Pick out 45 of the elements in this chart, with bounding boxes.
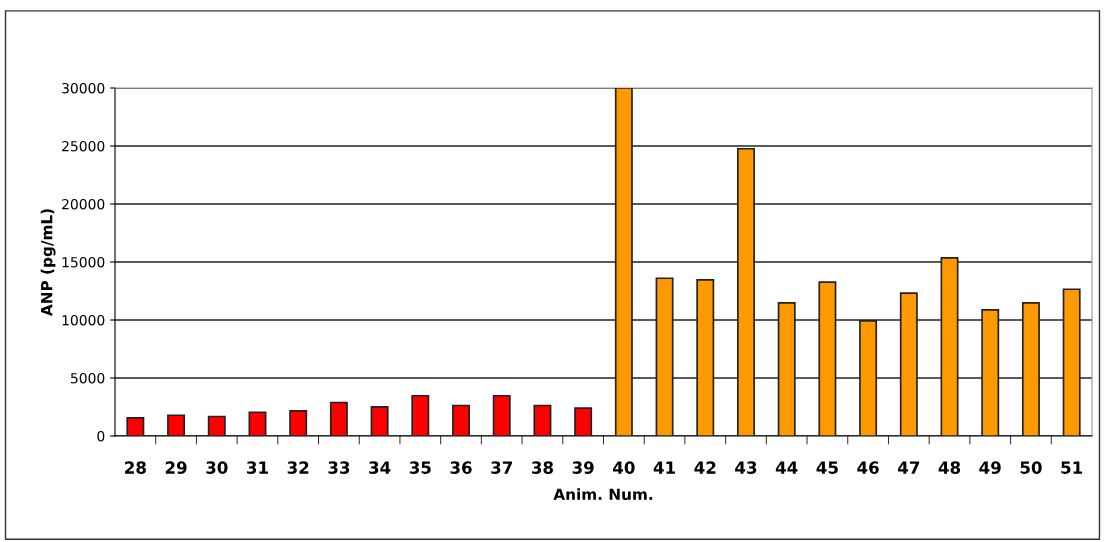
y-tick-label: 25000 <box>62 140 105 152</box>
x-tick-label: 46 <box>857 461 879 474</box>
bar <box>167 414 186 436</box>
x-tick-label: 29 <box>165 461 187 474</box>
x-tick-label: 40 <box>613 461 635 474</box>
x-tick-label: 38 <box>531 461 553 474</box>
x-tick-label: 33 <box>328 461 350 474</box>
y-axis-title: ANP (pg/mL) <box>40 209 56 317</box>
x-tick-label: 49 <box>979 461 1001 474</box>
y-tick-label: 30000 <box>62 82 105 94</box>
x-axis-title: Anim. Num. <box>553 488 653 501</box>
bar <box>289 409 308 436</box>
bar <box>411 394 430 436</box>
x-tick-label: 32 <box>287 461 309 474</box>
bar <box>329 401 348 436</box>
x-tick-label: 36 <box>450 461 472 474</box>
x-tick-label: 35 <box>409 461 431 474</box>
x-tick-label: 28 <box>125 461 146 474</box>
x-tick-label: 50 <box>1020 461 1042 474</box>
y-tick-label: 0 <box>97 430 105 442</box>
bar <box>452 404 470 436</box>
x-tick-label: 45 <box>816 461 838 474</box>
bar <box>207 415 226 436</box>
x-tick-label: 39 <box>572 461 594 474</box>
x-tick-label: 30 <box>206 461 228 474</box>
bar <box>492 394 511 436</box>
bar <box>370 406 389 436</box>
x-tick-label: 48 <box>938 461 961 474</box>
y-tick-label: 15000 <box>62 256 105 268</box>
x-tick-label: 47 <box>897 461 920 474</box>
bar <box>126 417 145 436</box>
x-tick-label: 43 <box>735 461 757 474</box>
bar <box>574 407 593 436</box>
y-tick-label: 10000 <box>62 314 105 326</box>
x-tick-label: 44 <box>775 461 798 474</box>
x-tick-label: 34 <box>369 461 391 474</box>
x-tick-label: 51 <box>1061 461 1083 474</box>
y-tick-label: 20000 <box>62 198 105 210</box>
bar <box>533 404 552 436</box>
x-tick-label: 42 <box>694 461 716 474</box>
bar <box>248 411 267 436</box>
y-tick-label: 5000 <box>71 372 105 384</box>
x-tick-label: 41 <box>653 461 676 474</box>
x-tick-label: 31 <box>247 461 268 474</box>
x-tick-label: 37 <box>491 461 512 474</box>
